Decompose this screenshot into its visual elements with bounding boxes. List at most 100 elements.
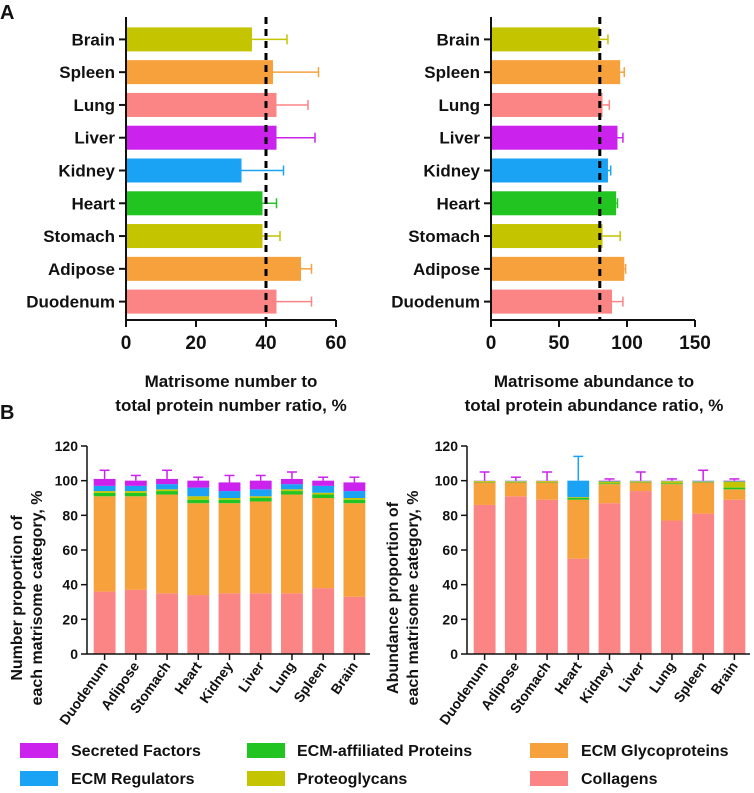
b-right-category-label-brain: Brain — [707, 659, 741, 698]
chart-a-left-matrisome-number: Brain Spleen Lung Liver Kidney Heart Stomach Ad… — [26, 17, 347, 354]
legend-item-secreted-factors: Secreted Factors — [20, 743, 201, 760]
b-right-bar-lung-collagens — [661, 520, 683, 654]
panel-label-b: B — [0, 402, 14, 424]
a-left-category-label-liver: Liver — [74, 129, 115, 148]
b-right-bar-lung-ecm-glycoproteins — [661, 484, 683, 521]
a-right-xtick-label-100: 100 — [611, 333, 643, 354]
b-left-category-label-spleen: Spleen — [290, 659, 329, 706]
b-left-bar-duodenum-ecm-affiliated-proteins — [93, 492, 116, 497]
b-left-bar-duodenum-secreted-factors — [93, 478, 116, 486]
b-left-bar-spleen-secreted-factors — [312, 480, 335, 486]
b-left-bar-duodenum-collagens — [93, 591, 116, 654]
chart-a-left-xlabel: Matrisome number to total protein number… — [115, 372, 346, 415]
chart-b-right-ylabel: Abundance proportion of each matrisome c… — [385, 491, 422, 706]
b-left-bar-liver-secreted-factors — [249, 480, 272, 490]
b-left-bar-kidney-ecm-affiliated-proteins — [218, 499, 241, 504]
a-right-bar-liver — [491, 125, 618, 150]
a-left-category-label-duodenum: Duodenum — [26, 293, 115, 312]
b-left-bar-liver-ecm-regulators — [249, 489, 272, 497]
b-right-bar-duodenum-collagens — [473, 504, 496, 654]
chart-a-right-xlabel-line2: total protein abundance ratio, % — [465, 396, 724, 415]
chart-b-left-ylabel: Number proportion of each matrisome cate… — [9, 491, 46, 706]
b-right-bar-heart-ecm-glycoproteins — [567, 499, 590, 559]
chart-b-left-ylabel-line1: Number proportion of — [9, 515, 26, 681]
b-right-bar-stomach-ecm-affiliated-proteins — [536, 481, 558, 483]
b-right-ytick-label-120: 120 — [435, 438, 459, 454]
b-right-bar-liver-ecm-affiliated-proteins — [629, 481, 652, 483]
b-right-category-label-duodenum: Duodenum — [436, 659, 491, 728]
b-right-bar-lung-ecm-affiliated-proteins — [661, 483, 683, 485]
a-right-bar-heart — [491, 191, 617, 216]
b-left-ytick-label-40: 40 — [62, 577, 78, 593]
b-left-bar-lung-proteoglycans — [281, 489, 303, 492]
legend-swatch-secreted-factors — [20, 743, 58, 758]
b-right-bar-spleen-ecm-affiliated-proteins — [692, 481, 715, 483]
b-right-bar-adipose-proteoglycans — [504, 481, 527, 482]
a-left-category-label-lung: Lung — [73, 96, 115, 115]
b-right-bar-duodenum-ecm-glycoproteins — [473, 482, 496, 505]
b-right-bar-kidney-collagens — [598, 503, 621, 654]
b-left-bar-brain-secreted-factors — [343, 482, 366, 492]
panel-label-a: A — [0, 2, 14, 24]
b-left-bar-heart-collagens — [187, 595, 210, 654]
a-right-category-label-duodenum: Duodenum — [391, 293, 480, 312]
b-left-bar-lung-ecm-regulators — [281, 484, 303, 490]
a-right-category-label-kidney: Kidney — [423, 162, 480, 181]
chart-b-right-ylabel-line1: Abundance proportion of — [385, 501, 402, 694]
b-right-bar-spleen-ecm-glycoproteins — [692, 482, 715, 514]
legend-swatch-ecm-glycoproteins — [530, 743, 568, 758]
a-right-bar-lung — [491, 92, 603, 117]
a-left-category-label-spleen: Spleen — [59, 63, 115, 82]
b-left-bar-stomach-ecm-affiliated-proteins — [156, 491, 178, 495]
legend-label-ecm-affiliated-proteins: ECM-affiliated Proteins — [297, 743, 472, 760]
legend-item-proteoglycans: Proteoglycans — [247, 771, 407, 788]
a-left-category-label-kidney: Kidney — [58, 162, 115, 181]
b-left-bar-stomach-secreted-factors — [156, 478, 178, 485]
b-left-bar-duodenum-proteoglycans — [93, 491, 116, 493]
b-right-bar-heart-collagens — [567, 558, 590, 654]
b-left-bar-spleen-ecm-glycoproteins — [312, 498, 335, 589]
a-right-category-label-stomach: Stomach — [408, 227, 480, 246]
b-right-bar-brain-ecm-affiliated-proteins — [723, 487, 746, 490]
b-right-ytick-label-60: 60 — [442, 542, 458, 558]
b-left-bar-adipose-proteoglycans — [124, 491, 147, 493]
a-left-bar-kidney — [126, 158, 242, 183]
b-right-ytick-label-80: 80 — [442, 507, 458, 523]
a-left-bar-duodenum — [126, 289, 277, 314]
b-left-bar-adipose-ecm-glycoproteins — [124, 496, 147, 590]
b-left-bar-kidney-secreted-factors — [218, 482, 241, 492]
b-right-bar-spleen-proteoglycans — [692, 481, 715, 482]
b-right-category-label-kidney: Kidney — [576, 658, 616, 706]
a-left-xtick-label-60: 60 — [325, 333, 346, 354]
b-left-bar-brain-collagens — [343, 596, 366, 654]
legend-item-ecm-regulators: ECM Regulators — [20, 771, 195, 788]
a-right-category-label-spleen: Spleen — [424, 63, 480, 82]
b-left-category-label-kidney: Kidney — [196, 658, 236, 706]
b-left-bar-stomach-proteoglycans — [156, 489, 178, 492]
b-left-bar-liver-proteoglycans — [249, 496, 272, 498]
b-left-bar-duodenum-ecm-regulators — [93, 485, 116, 492]
chart-a-right-matrisome-abundance: Brain Spleen Lung Liver Kidney Heart Stomach Ad… — [391, 17, 711, 354]
b-right-bar-duodenum-proteoglycans — [473, 481, 496, 482]
a-right-xtick-label-0: 0 — [486, 333, 497, 354]
chart-b-right-ylabel-line2: each matrisome category, % — [405, 491, 422, 706]
a-right-category-label-heart: Heart — [437, 194, 481, 213]
b-left-bar-lung-secreted-factors — [281, 478, 303, 485]
b-left-category-label-liver: Liver — [235, 658, 268, 695]
b-right-bar-liver-collagens — [629, 491, 652, 654]
b-left-bar-adipose-collagens — [124, 589, 147, 654]
b-right-bar-lung-proteoglycans — [661, 481, 683, 484]
chart-b-left-ylabel-line2: each matrisome category, % — [29, 491, 46, 706]
b-left-bar-brain-proteoglycans — [343, 498, 366, 500]
b-left-bar-heart-ecm-glycoproteins — [187, 503, 210, 596]
b-right-bar-heart-ecm-regulators — [567, 480, 590, 498]
chart-a-left-xlabel-line2: total protein number ratio, % — [115, 396, 346, 415]
b-left-ytick-label-0: 0 — [70, 646, 78, 662]
b-left-ytick-label-100: 100 — [55, 473, 79, 489]
legend-item-ecm-affiliated-proteins: ECM-affiliated Proteins — [247, 743, 472, 760]
b-left-bar-heart-secreted-factors — [187, 480, 210, 488]
a-left-category-label-brain: Brain — [72, 30, 115, 49]
b-left-bar-stomach-ecm-glycoproteins — [156, 494, 178, 594]
b-left-bar-kidney-collagens — [218, 593, 241, 654]
